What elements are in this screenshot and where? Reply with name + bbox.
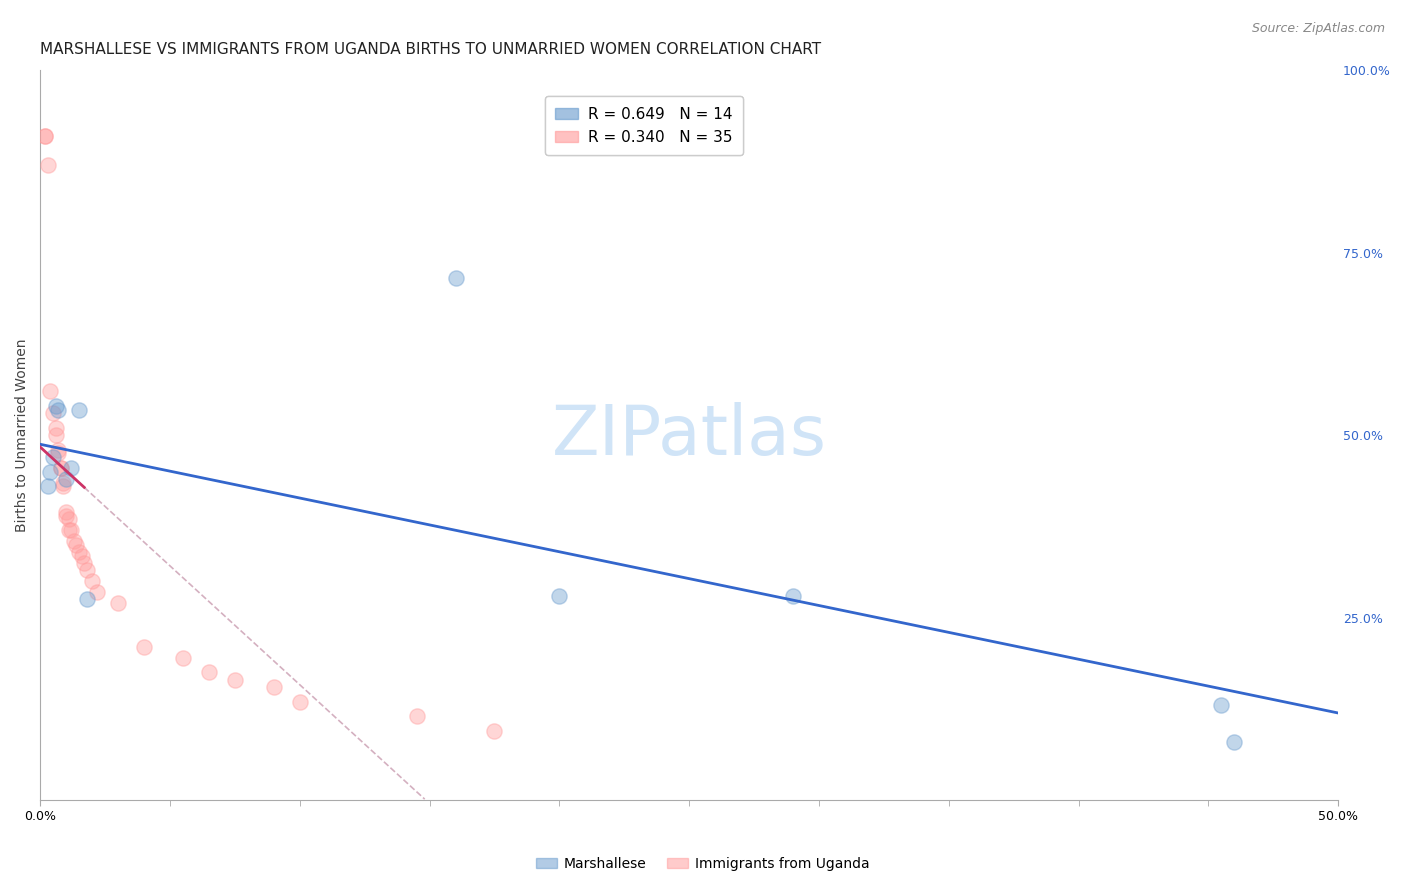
Point [76,563,98,577]
Point [39,465,62,479]
Point [37,158,59,172]
Point [198,665,221,680]
Point [67,545,90,559]
Point [80,574,103,589]
Point [58,523,80,537]
Point [39,384,62,399]
Point [52,475,75,490]
Point [67,402,90,417]
Point [63,534,86,549]
Point [60,523,83,537]
Point [782,589,804,603]
Point [49,461,72,475]
Point [49,461,72,475]
Legend: R = 0.649   N = 14, R = 0.340   N = 35: R = 0.649 N = 14, R = 0.340 N = 35 [544,96,742,155]
Point [65,538,87,552]
Point [172,650,194,665]
Point [132,640,155,654]
Point [73,556,96,570]
Point [45,399,67,413]
Point [405,709,427,723]
Point [86,585,108,599]
Text: Source: ZipAtlas.com: Source: ZipAtlas.com [1251,22,1385,36]
Text: MARSHALLESE VS IMMIGRANTS FROM UGANDA BIRTHS TO UNMARRIED WOMEN CORRELATION CHAR: MARSHALLESE VS IMMIGRANTS FROM UGANDA BI… [41,42,821,57]
Point [46,446,69,460]
Point [288,695,311,709]
Point [37,479,59,493]
Text: ZIPatlas: ZIPatlas [551,401,827,468]
Point [1223,734,1246,748]
Y-axis label: Births to Unmarried Women: Births to Unmarried Women [15,338,30,532]
Point [46,402,69,417]
Point [70,549,93,563]
Point [34,129,56,144]
Point [1211,698,1233,713]
Point [52,479,75,493]
Point [263,680,285,694]
Legend: Marshallese, Immigrants from Uganda: Marshallese, Immigrants from Uganda [530,851,876,876]
Point [45,428,67,442]
Point [548,589,571,603]
Point [42,406,65,420]
Point [55,472,77,486]
Point [42,450,65,464]
Point [34,129,56,144]
Point [484,723,506,738]
Point [46,442,69,457]
Point [60,461,83,475]
Point [55,508,77,523]
Point [58,512,80,526]
Point [444,271,467,285]
Point [224,673,246,687]
Point [107,596,129,610]
Point [76,592,98,607]
Point [45,421,67,435]
Point [55,505,77,519]
